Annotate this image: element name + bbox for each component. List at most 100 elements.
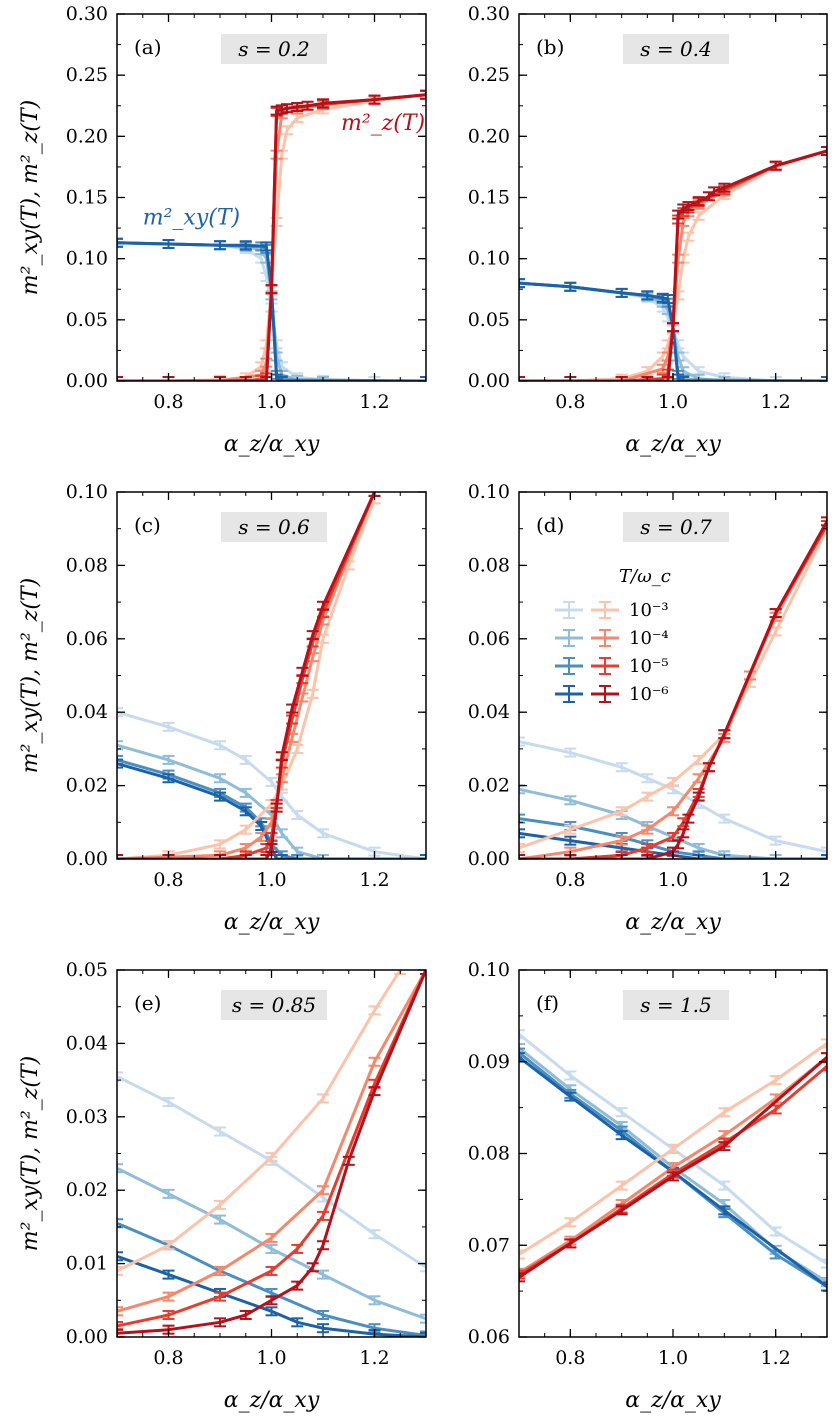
y-tick-label: 0.05: [468, 309, 510, 331]
data-point: [615, 1107, 628, 1118]
data-point: [162, 1291, 175, 1302]
data-point: [280, 103, 293, 114]
data-point: [117, 1265, 123, 1276]
annotation-mxy: m²_xy(T): [143, 205, 240, 230]
data-point: [708, 186, 721, 197]
data-point: [296, 666, 309, 677]
y-tick-label: 0.10: [468, 481, 510, 503]
panel-label: (c): [134, 513, 161, 537]
data-point: [117, 758, 123, 769]
y-tick-label: 0.08: [66, 554, 108, 576]
plot-area: [519, 146, 827, 381]
series-line: [117, 93, 426, 381]
series-z-0: [519, 523, 827, 853]
data-point: [615, 762, 628, 773]
plot-area: [117, 970, 426, 1337]
y-tick-label: 0.00: [468, 848, 510, 870]
data-point: [615, 835, 628, 846]
data-point: [239, 806, 252, 817]
legend-swatch-xy: [555, 629, 583, 647]
data-point: [265, 776, 278, 787]
data-point: [317, 828, 329, 839]
data-point: [117, 376, 123, 381]
data-point: [260, 854, 273, 859]
y-tick-label: 0.20: [468, 125, 510, 147]
panel-label: (a): [134, 35, 162, 59]
data-point: [821, 1258, 827, 1269]
series-z-2: [117, 970, 426, 1331]
data-point: [615, 1205, 628, 1216]
chart-panel-c: 0.8 1.0 1.2 0.00 0.02 0.04 0.06 0.08 0.10 (c) s = …: [18, 481, 427, 935]
plot-area: [519, 516, 827, 859]
x-tick-label: 1.0: [256, 869, 286, 891]
data-point: [641, 773, 654, 784]
x-tick-label: 1.2: [761, 869, 791, 891]
data-point: [821, 1038, 827, 1049]
data-point: [291, 1243, 304, 1254]
y-tick-label: 0.03: [66, 1106, 108, 1128]
data-point: [368, 1086, 381, 1097]
data-point: [564, 747, 577, 758]
legend-label: 10⁻⁵: [629, 656, 669, 677]
data-point: [260, 241, 273, 252]
series-z-3: [519, 146, 827, 381]
data-point: [317, 1269, 329, 1280]
data-point: [117, 1163, 123, 1174]
legend-title: T/ω_c: [619, 566, 671, 587]
data-point: [692, 754, 705, 765]
data-point: [420, 1313, 426, 1324]
data-point: [317, 600, 329, 611]
data-point: [117, 1251, 123, 1262]
y-tick-label: 0.10: [468, 959, 510, 981]
data-point: [641, 290, 654, 301]
data-point: [821, 854, 827, 859]
s-label-box: [623, 512, 729, 542]
data-point: [265, 284, 278, 295]
y-tick-label: 0.04: [66, 1032, 108, 1054]
data-point: [821, 1281, 827, 1292]
y-tick-label: 0.04: [468, 701, 510, 723]
series-z-3: [117, 89, 426, 381]
data-point: [291, 743, 304, 754]
data-point: [162, 1097, 175, 1108]
series-line: [117, 970, 426, 1328]
data-point: [368, 94, 381, 105]
data-point: [291, 101, 304, 112]
data-point: [692, 791, 705, 802]
panel-label: (b): [536, 35, 564, 59]
data-point: [162, 1309, 175, 1320]
legend-swatch-xy: [555, 601, 583, 619]
data-point: [265, 1306, 278, 1317]
s-label-box: [623, 990, 729, 1020]
chart-panel-a: 0.8 1.0 1.2 0.00 0.05 0.10 0.15 0.20 0.25 0.30 (a)…: [18, 3, 427, 457]
data-point: [677, 376, 690, 381]
data-point: [117, 1306, 123, 1317]
data-point: [615, 1180, 628, 1191]
data-point: [368, 1005, 381, 1016]
data-point: [270, 373, 283, 381]
data-point: [368, 1295, 381, 1306]
data-point: [667, 322, 679, 333]
data-point: [342, 1155, 355, 1166]
s-label-box: [221, 990, 327, 1020]
s-label: s = 0.6: [238, 515, 310, 539]
s-label-box: [623, 34, 729, 64]
axes-frame: [116, 13, 427, 382]
y-axis-title: m²_xy(T), m²_z(T): [18, 100, 43, 295]
chart-panel-d: 0.8 1.0 1.2 0.00 0.02 0.04 0.06 0.08 0.10 (d) s = …: [468, 481, 828, 935]
data-point: [667, 1171, 679, 1182]
y-tick-label: 0.10: [468, 248, 510, 270]
data-point: [519, 842, 525, 853]
data-point: [615, 806, 628, 817]
s-label: s = 0.85: [232, 993, 316, 1017]
y-tick-label: 0.30: [468, 3, 510, 25]
y-tick-label: 0.07: [468, 1234, 510, 1256]
data-point: [214, 1317, 226, 1328]
chart-panel-e: 0.8 1.0 1.2 0.00 0.01 0.02 0.03 0.04 0.05 (e) s = …: [18, 959, 427, 1413]
data-point: [769, 835, 782, 846]
data-point: [519, 736, 525, 747]
x-tick-label: 0.8: [555, 869, 585, 891]
series-z-0: [519, 1038, 827, 1260]
data-point: [239, 824, 252, 835]
